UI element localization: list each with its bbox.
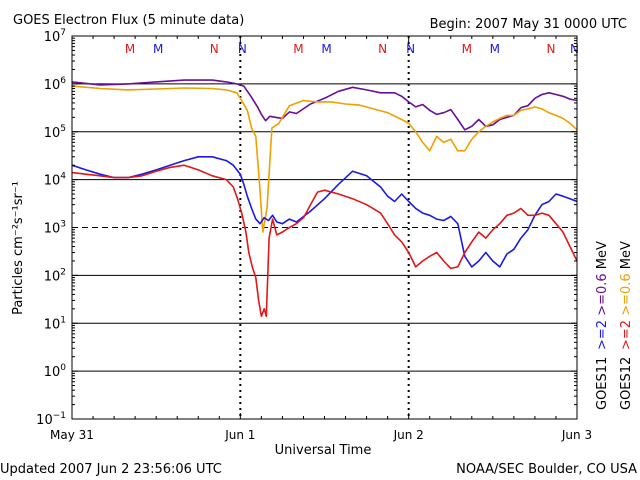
legend-satellite: GOES12 bbox=[619, 357, 634, 410]
gridlines bbox=[72, 36, 577, 419]
y-tick-label: 10−1 bbox=[36, 411, 66, 428]
legend-part: >=0.6 bbox=[619, 273, 634, 320]
noon-marker: N bbox=[570, 42, 579, 56]
y-tick-label: 101 bbox=[44, 315, 66, 332]
series-line bbox=[71, 164, 578, 318]
chart-title: GOES Electron Flux (5 minute data) bbox=[13, 13, 244, 28]
noon-marker: M bbox=[293, 42, 303, 56]
noon-marker: M bbox=[125, 42, 135, 56]
x-tick-label: Jun 2 bbox=[393, 428, 424, 442]
legend-satellite: GOES11 bbox=[595, 357, 610, 410]
noon-marker: M bbox=[321, 42, 331, 56]
legend-part: MeV bbox=[619, 241, 634, 273]
legend: GOES11 >=2 >=0.6 MeV GOES12 >=2 >=0.6 MeV bbox=[595, 241, 634, 410]
legend-channels: >=2 >=0.6 MeV bbox=[595, 241, 610, 350]
noon-marker: N bbox=[378, 42, 387, 56]
series-line bbox=[71, 156, 578, 268]
axes bbox=[71, 35, 578, 420]
noon-marker: N bbox=[406, 42, 415, 56]
begin-date: Begin: 2007 May 31 0000 UTC bbox=[430, 17, 627, 32]
y-tick-label: 100 bbox=[44, 363, 67, 380]
x-tick-label: May 31 bbox=[50, 428, 94, 442]
legend-part: >=0.6 bbox=[595, 273, 610, 320]
noon-marker: M bbox=[153, 42, 163, 56]
y-tick-label: 106 bbox=[44, 76, 67, 93]
y-tick-label: 107 bbox=[44, 28, 66, 45]
updated-timestamp: Updated 2007 Jun 2 23:56:06 UTC bbox=[0, 462, 222, 477]
x-tick-labels: May 31 Jun 1 Jun 2 Jun 3 bbox=[50, 428, 592, 442]
legend-part: >=2 bbox=[595, 320, 610, 350]
series-line bbox=[71, 85, 578, 233]
legend-part: MeV bbox=[595, 241, 610, 273]
legend-part: >=2 bbox=[619, 320, 634, 350]
noon-marker: M bbox=[462, 42, 472, 56]
y-tick-label: 103 bbox=[44, 220, 66, 237]
credit: NOAA/SEC Boulder, CO USA bbox=[456, 462, 637, 477]
legend-channels: >=2 >=0.6 MeV bbox=[619, 241, 634, 350]
y-tick-label: 105 bbox=[44, 124, 66, 141]
y-tick-labels: 107 106 105 104 103 102 101 100 10−1 bbox=[36, 28, 66, 428]
y-tick-label: 102 bbox=[44, 267, 66, 284]
y-axis-label: Particles cm⁻²s⁻¹sr⁻¹ bbox=[11, 181, 26, 315]
noon-marker: M bbox=[490, 42, 500, 56]
x-tick-label: Jun 1 bbox=[224, 428, 255, 442]
x-axis-label: Universal Time bbox=[275, 443, 372, 458]
noon-marker: N bbox=[210, 42, 219, 56]
legend-item: GOES12 >=2 >=0.6 MeV bbox=[619, 241, 634, 410]
series-line bbox=[71, 79, 578, 131]
noon-marker: N bbox=[546, 42, 555, 56]
noon-marker: N bbox=[238, 42, 247, 56]
data-series bbox=[71, 79, 578, 318]
x-tick-label: Jun 3 bbox=[561, 428, 592, 442]
y-tick-label: 104 bbox=[44, 172, 67, 189]
legend-item: GOES11 >=2 >=0.6 MeV bbox=[595, 241, 610, 410]
